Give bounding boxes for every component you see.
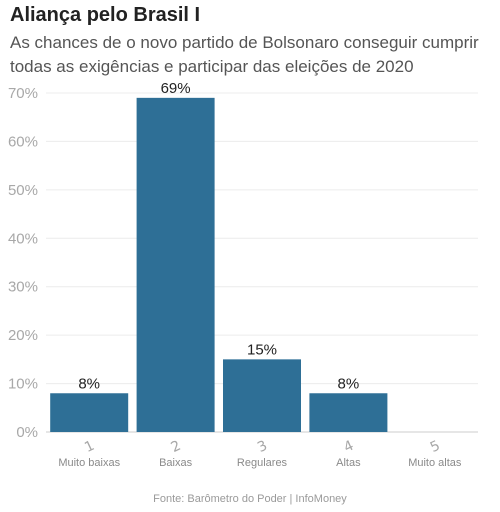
bar: [136, 97, 215, 432]
y-tick-label: 20%: [8, 327, 38, 344]
bar: [223, 359, 301, 432]
x-tick-number: 5: [428, 438, 443, 456]
x-tick-number: 2: [169, 438, 184, 456]
data-label: 8%: [338, 375, 360, 392]
chart-title: Aliança pelo Brasil I: [10, 4, 201, 26]
x-tick-label: Muito baixas: [58, 457, 120, 469]
y-tick-label: 10%: [8, 376, 38, 393]
y-tick-label: 30%: [8, 279, 38, 296]
x-tick-label: Regulares: [237, 457, 288, 469]
x-tick-number: 3: [255, 438, 270, 456]
x-tick-label: Baixas: [159, 457, 193, 469]
x-tick-label: Altas: [336, 457, 361, 469]
data-label: 69%: [161, 80, 191, 97]
y-tick-label: 40%: [8, 230, 38, 247]
bar: [50, 393, 129, 432]
bar: [309, 393, 388, 432]
y-tick-label: 50%: [8, 182, 38, 199]
y-tick-label: 0%: [16, 424, 38, 441]
chart-subtitle: As chances de o novo partido de Bolsonar…: [10, 33, 479, 76]
y-tick-label: 60%: [8, 133, 38, 150]
data-label: 8%: [78, 375, 100, 392]
data-label: 15%: [247, 341, 277, 358]
source-note: Fonte: Barômetro do Poder | InfoMoney: [153, 493, 347, 505]
x-tick-label: Muito altas: [408, 457, 462, 469]
x-tick-number: 4: [341, 438, 356, 456]
x-tick-number: 1: [82, 438, 97, 456]
y-tick-label: 70%: [8, 85, 38, 102]
